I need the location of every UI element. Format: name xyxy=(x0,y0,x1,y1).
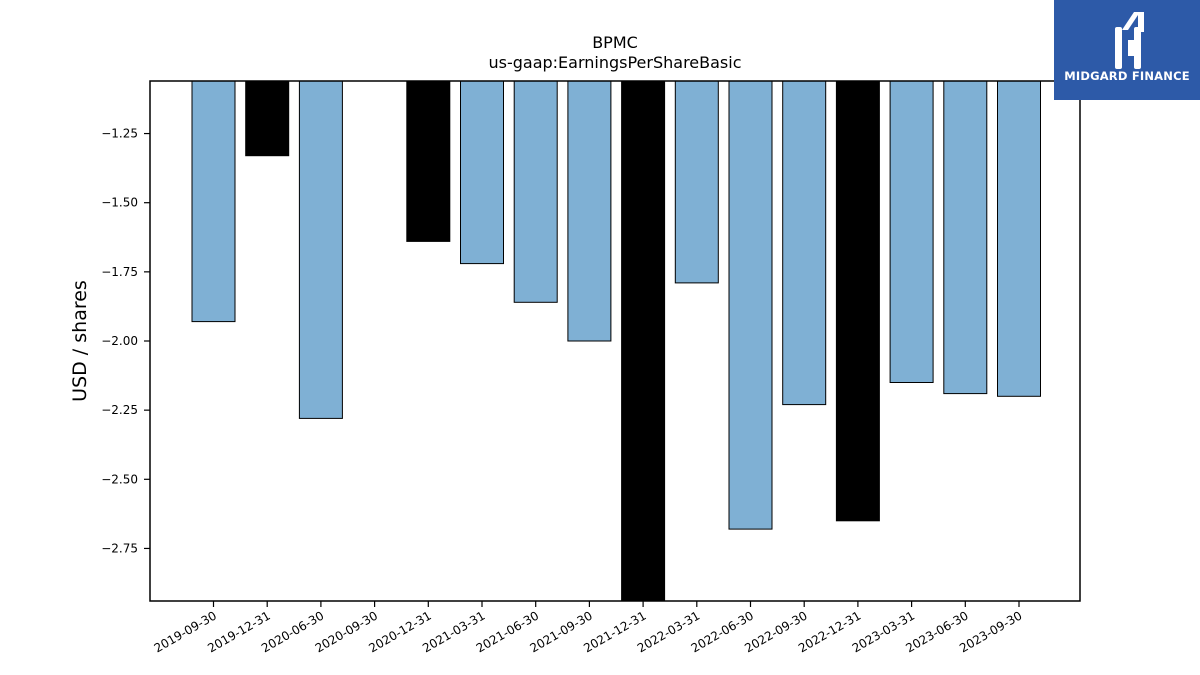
midgard-finance-logo: MIDGARD FINANCE xyxy=(1054,0,1200,100)
chart-subtitle: us-gaap:EarningsPerShareBasic xyxy=(488,53,741,72)
bar-2020-12-31 xyxy=(406,80,451,242)
bar-2021-12-31 xyxy=(621,80,666,602)
bar-2021-09-30 xyxy=(567,80,612,342)
plot-frame xyxy=(149,80,1081,602)
y-tick-label: −1.25 xyxy=(101,127,138,141)
bar-2022-09-30 xyxy=(782,80,827,406)
bar-2022-06-30 xyxy=(728,80,773,530)
y-tick-label: −1.50 xyxy=(101,196,138,210)
bar-2023-06-30 xyxy=(943,80,988,395)
y-axis-ticks: −1.25 −1.50 −1.75 −2.00 −2.25 −2.50 −2.75 xyxy=(101,127,150,555)
bar-2022-03-31 xyxy=(674,80,719,284)
bars-group xyxy=(191,80,1041,602)
bar-2022-12-31 xyxy=(835,80,880,522)
bar-2019-09-30 xyxy=(191,80,236,323)
y-axis-label: USD / shares xyxy=(69,280,91,402)
y-tick-label: −2.25 xyxy=(101,403,138,417)
y-tick-label: −2.00 xyxy=(101,334,138,348)
x-axis-ticks: 2019-09-302019-12-312020-06-302020-09-30… xyxy=(152,601,1025,655)
bar-2021-03-31 xyxy=(460,80,504,265)
logo-text: MIDGARD FINANCE xyxy=(1064,69,1190,83)
chart-title: BPMC xyxy=(592,33,638,52)
mf-monogram-icon xyxy=(1115,12,1144,69)
bar-2019-12-31 xyxy=(245,80,290,157)
bar-2020-06-30 xyxy=(298,80,343,419)
y-tick-label: −2.50 xyxy=(101,472,138,486)
y-tick-label: −1.75 xyxy=(101,265,138,279)
y-tick-label: −2.75 xyxy=(101,541,138,555)
bar-2023-09-30 xyxy=(997,80,1041,397)
bar-2021-06-30 xyxy=(513,80,558,303)
bar-2023-03-31 xyxy=(889,80,934,383)
